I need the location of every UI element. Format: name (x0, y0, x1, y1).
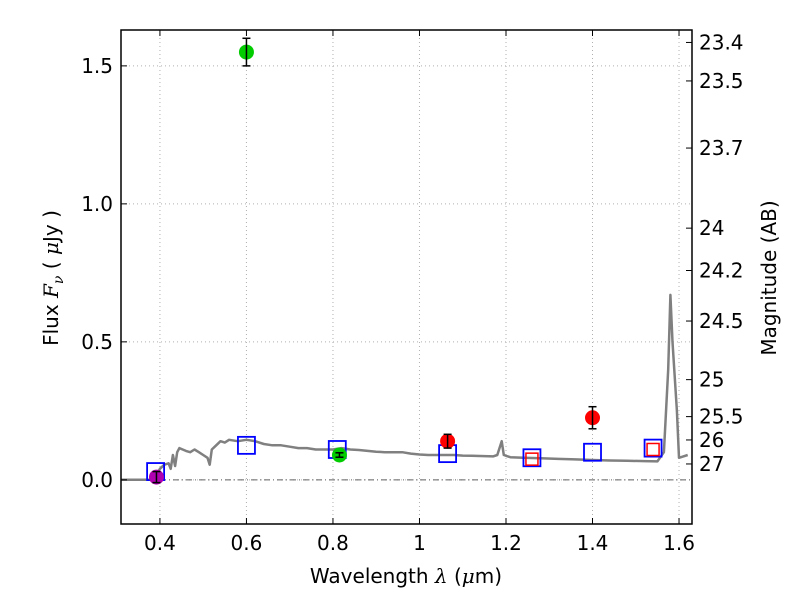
x-tick-label-6: 1.6 (663, 531, 695, 555)
model-point-6 (643, 438, 663, 458)
x-tick-label-5: 1.4 (577, 531, 609, 555)
ticks-layer: 0.4 0.6 0.8 1 1.2 1.4 1.6 0.0 0.5 1.0 1.5 23.4 23.5 2… (81, 30, 744, 555)
y2-axis-label: Magnitude (AB) (757, 200, 781, 355)
x-tick-label-3: 1 (413, 531, 426, 555)
mag-tick-label-8: 26 (699, 428, 724, 452)
mag-tick-label-7: 25.5 (699, 405, 744, 429)
mag-tick-label-2: 23.7 (699, 136, 744, 160)
points-layer (146, 37, 663, 485)
mag-tick-label-0: 23.4 (699, 30, 744, 54)
model-point-1 (237, 435, 256, 455)
x-tick-label-4: 1.2 (490, 531, 522, 555)
plot-frame (120, 29, 693, 525)
x-tick-label-2: 0.8 (317, 531, 349, 555)
x-tick-label-0: 0.4 (144, 531, 176, 555)
mag-tick-label-9: 27 (699, 452, 724, 476)
x-axis-label: Wavelength λ (μm) (310, 564, 502, 588)
mag-tick-label-1: 23.5 (699, 69, 744, 93)
mag-tick-label-6: 25 (699, 368, 724, 392)
y-tick-label-3: 1.5 (81, 54, 113, 78)
model-point-4 (522, 448, 542, 468)
mag-tick-label-4: 24.2 (699, 258, 744, 282)
y-tick-label-1: 0.5 (81, 330, 113, 354)
model-point-5 (583, 442, 602, 462)
y-tick-label-0: 0.0 (81, 468, 113, 492)
y-tick-label-2: 1.0 (81, 192, 113, 216)
upper-limit-0 (525, 452, 539, 466)
mag-tick-label-5: 24.5 (699, 309, 744, 333)
y-axis-label: Flux Fν ( μJy ) (39, 210, 67, 346)
x-tick-label-1: 0.6 (231, 531, 263, 555)
mag-tick-label-3: 24 (699, 216, 724, 240)
upper-limit-1 (646, 442, 660, 457)
